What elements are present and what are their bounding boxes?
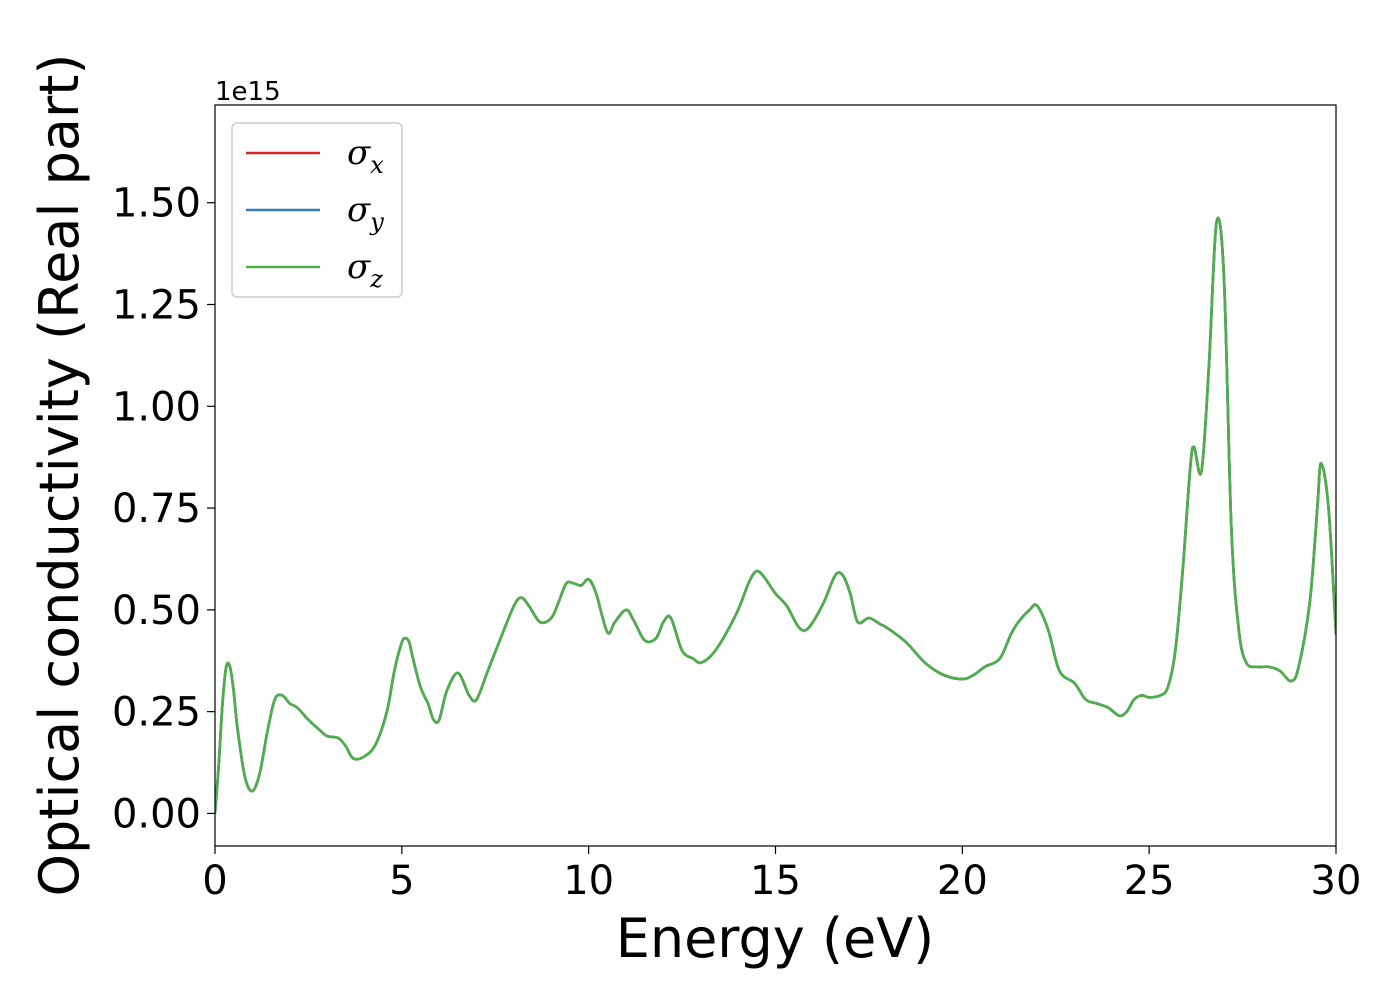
y-axis: 0.00 0.25 0.50 0.75 1.00 1.25 1.50 [112, 181, 215, 837]
x-tick-label: 30 [1311, 858, 1362, 904]
legend-label: σy [347, 190, 384, 236]
y-tick-label: 0.50 [112, 588, 201, 634]
x-tick-label: 5 [389, 858, 414, 904]
y-axis-label: Optical conductivity (Real part) [28, 54, 91, 897]
y-tick-label: 1.00 [112, 384, 201, 430]
x-tick-label: 10 [563, 858, 614, 904]
legend-label: σx [347, 133, 384, 179]
y-offset-label: 1e15 [215, 77, 281, 107]
y-tick-label: 1.50 [112, 181, 201, 227]
legend-label: σz [347, 247, 383, 293]
series-line-3 [215, 216, 1336, 814]
legend: σx σy σz [231, 122, 403, 298]
x-tick-label: 25 [1124, 858, 1175, 904]
y-tick-label: 1.25 [112, 283, 201, 329]
y-tick-label: 0.25 [112, 690, 201, 736]
series-layer [215, 216, 1336, 814]
x-tick-label: 15 [750, 858, 801, 904]
x-tick-label: 20 [937, 858, 988, 904]
y-tick-label: 0.00 [112, 791, 201, 837]
x-axis: 0 5 10 15 20 25 30 [202, 846, 1361, 904]
x-tick-label: 0 [202, 858, 227, 904]
x-axis-label: Energy (eV) [616, 907, 935, 970]
y-tick-label: 0.75 [112, 486, 201, 532]
